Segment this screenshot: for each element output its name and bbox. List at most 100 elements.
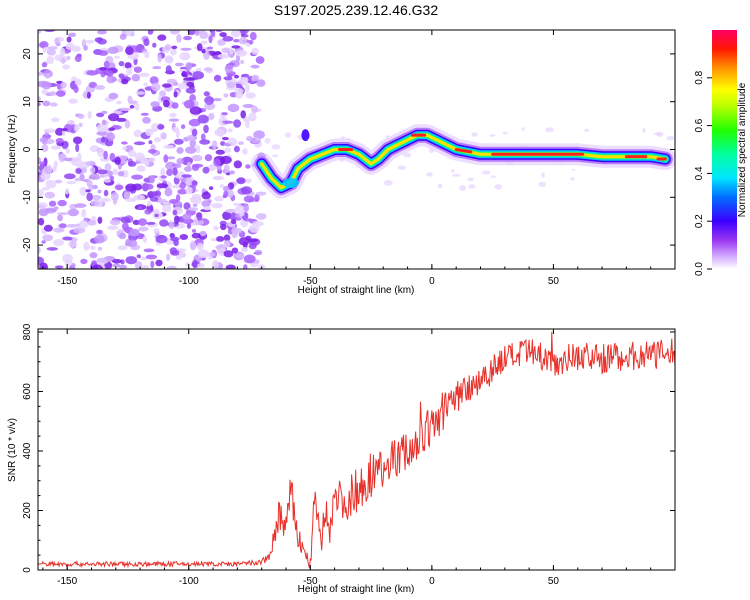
noise-blob <box>129 105 135 109</box>
noise-blob <box>203 124 209 134</box>
noise-blob <box>208 112 215 120</box>
noise-blob <box>148 140 153 145</box>
noise-blob <box>244 83 250 93</box>
noise-blob <box>200 133 206 141</box>
noise-blob <box>96 169 108 175</box>
noise-blob <box>108 92 119 100</box>
noise-blob <box>151 82 161 92</box>
noise-blob <box>112 263 121 268</box>
noise-blob <box>98 50 109 56</box>
noise-blob <box>74 54 82 63</box>
noise-blob <box>238 30 250 35</box>
noise-blob <box>83 241 90 251</box>
noise-blob <box>170 236 180 242</box>
noise-blob <box>176 34 182 43</box>
noise-blob <box>229 92 238 98</box>
noise-blob <box>145 128 154 137</box>
noise-blob <box>124 62 132 69</box>
noise-blob <box>255 213 267 220</box>
noise-blob <box>238 141 244 146</box>
noise-blob <box>183 202 191 210</box>
noise-blob <box>94 234 105 244</box>
noise-blob <box>159 219 169 227</box>
noise-blob <box>148 157 156 162</box>
noise-blob <box>223 190 229 197</box>
noise-blob <box>227 103 240 113</box>
faint-speckle <box>489 134 496 137</box>
noise-blob <box>225 208 236 213</box>
snr-x-ticks: -150 -100 -50 0 50 <box>42 329 676 587</box>
faint-speckle <box>570 177 575 181</box>
noise-blob <box>191 180 198 186</box>
y-tick-label: -10 <box>22 190 33 205</box>
noise-blob <box>130 32 135 37</box>
noise-blob <box>143 38 150 47</box>
noise-blob <box>101 119 107 126</box>
noise-blob <box>213 176 223 180</box>
noise-blob <box>150 260 155 269</box>
noise-blob <box>50 102 58 107</box>
noise-blob <box>254 249 263 256</box>
noise-blob <box>53 206 59 210</box>
noise-blob <box>47 46 58 50</box>
noise-blob <box>245 178 252 184</box>
noise-blob <box>199 230 207 237</box>
noise-blob <box>114 184 124 191</box>
noise-blob <box>57 212 69 216</box>
noise-blob <box>182 77 195 81</box>
noise-blob <box>150 101 160 108</box>
noise-blob <box>81 209 87 218</box>
noise-blob <box>235 217 242 221</box>
noise-blob <box>62 64 70 70</box>
x-tick-label: -100 <box>179 276 199 287</box>
noise-blob <box>226 189 234 198</box>
noise-blob <box>223 240 231 248</box>
noise-blob <box>227 182 235 190</box>
faint-speckle <box>284 132 292 138</box>
y-tick-label: 10 <box>22 96 33 108</box>
noise-blob <box>231 226 239 235</box>
noise-blob <box>89 252 98 259</box>
noise-blob <box>100 174 105 178</box>
faint-speckle <box>521 127 525 131</box>
noise-blob <box>221 136 229 141</box>
noise-blob <box>135 91 146 95</box>
noise-blob <box>75 143 80 153</box>
noise-blob <box>137 206 143 210</box>
faint-speckle <box>468 184 476 189</box>
noise-blob <box>243 254 256 264</box>
x-tick-label: 0 <box>429 576 435 587</box>
noise-blob <box>68 98 78 104</box>
noise-blob <box>222 211 232 221</box>
noise-blob <box>179 234 189 240</box>
noise-blob <box>169 247 178 255</box>
noise-blob <box>200 40 208 45</box>
noise-blob <box>168 118 180 122</box>
noise-blob <box>86 180 93 188</box>
noise-blob <box>210 30 216 38</box>
noise-blob <box>134 261 143 269</box>
noise-blob <box>103 60 110 68</box>
noise-blob <box>87 111 92 119</box>
noise-blob <box>230 219 237 225</box>
noise-blob <box>104 163 112 172</box>
noise-blob <box>73 85 79 94</box>
noise-blob <box>144 54 150 59</box>
noise-blob <box>186 222 192 229</box>
noise-blob <box>199 31 209 39</box>
noise-blob <box>118 264 128 269</box>
noise-blob <box>166 78 177 84</box>
faint-speckle <box>426 172 433 177</box>
noise-blob <box>83 45 88 51</box>
noise-blob <box>60 81 67 89</box>
noise-blob <box>180 124 186 130</box>
noise-blob <box>195 67 202 72</box>
noise-blob <box>166 265 177 269</box>
noise-blob <box>44 191 55 199</box>
noise-blob <box>149 175 155 184</box>
noise-blob <box>242 116 251 123</box>
noise-blob <box>240 186 253 195</box>
noise-blob <box>191 164 200 171</box>
noise-blob <box>242 104 254 108</box>
noise-blob <box>38 96 41 103</box>
